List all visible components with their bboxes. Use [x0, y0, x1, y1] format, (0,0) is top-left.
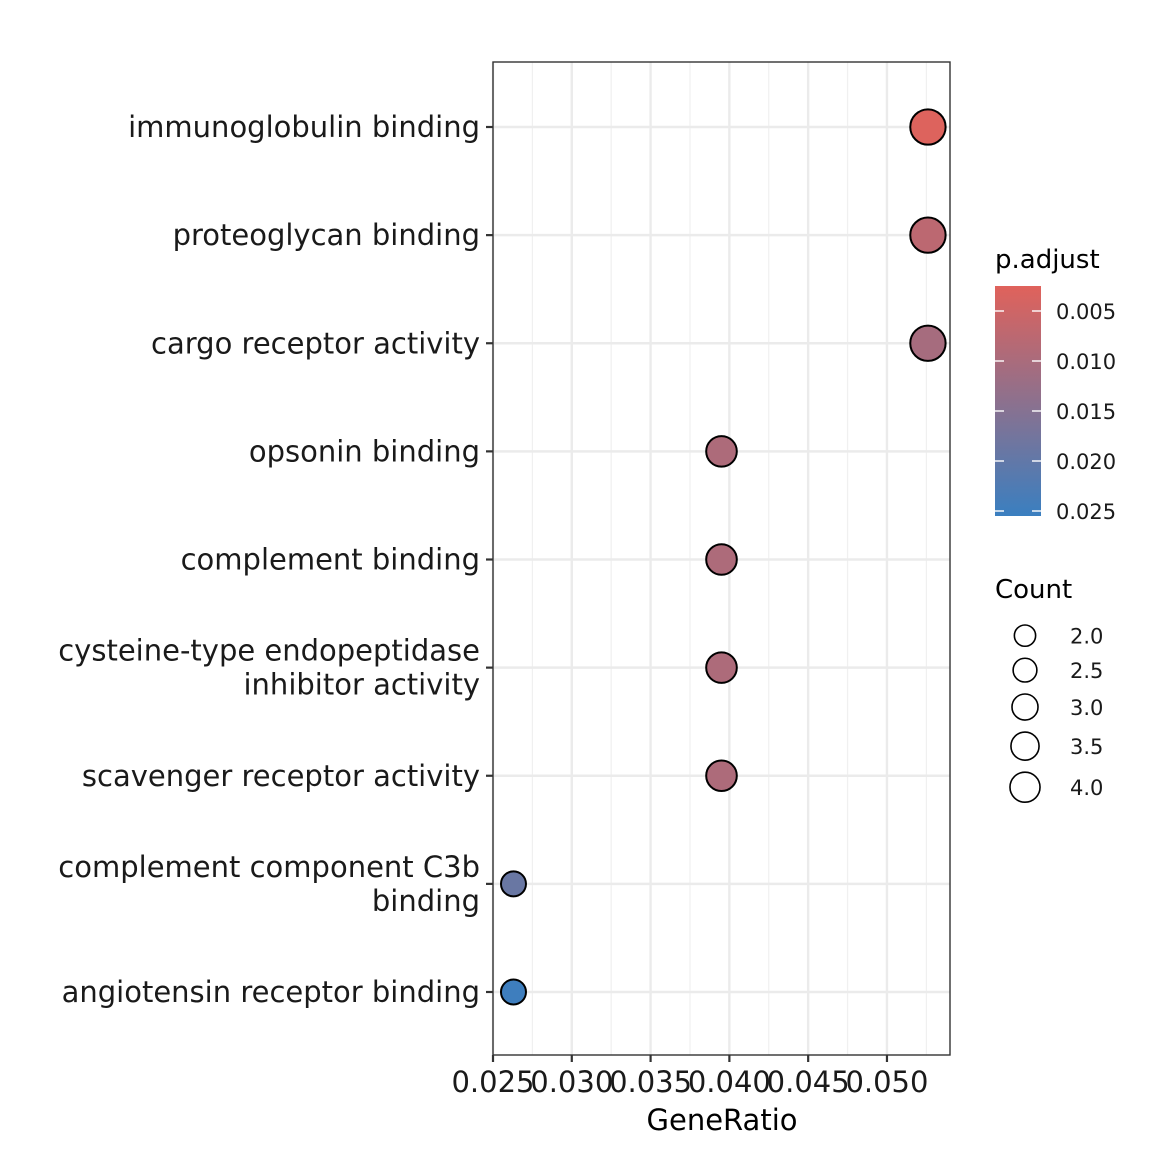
size-legend-label: 3.5 [1070, 735, 1103, 759]
data-point [705, 759, 738, 793]
color-legend: p.adjust 0.005 0.010 0.015 0.020 0.025 [995, 245, 1116, 524]
x-tick-label: 0.040 [688, 1065, 771, 1099]
color-legend-title: p.adjust [995, 245, 1100, 275]
size-legend: Count 2.0 2.5 3.0 3.5 4.0 [995, 575, 1103, 803]
y-axis: immunoglobulin binding proteoglycan bindi… [58, 110, 493, 1009]
y-tick-label: cysteine-type endopeptidase inhibitor act… [58, 634, 480, 702]
size-legend-key [1013, 624, 1037, 648]
size-legend-label: 2.5 [1070, 659, 1103, 683]
y-tick-label: scavenger receptor activity [82, 759, 480, 793]
data-point [909, 216, 947, 254]
data-point [705, 435, 738, 468]
data-point [705, 543, 738, 576]
data-point [705, 651, 738, 684]
x-tick-label: 0.045 [767, 1065, 850, 1099]
y-tick-label: complement binding [181, 543, 480, 577]
size-legend-label: 4.0 [1070, 776, 1103, 800]
data-point [499, 870, 527, 898]
y-tick-label: angiotensin receptor binding [62, 975, 480, 1009]
y-tick-label: opsonin binding [249, 434, 480, 468]
x-tick-label: 0.025 [451, 1065, 534, 1099]
size-legend-key [1009, 771, 1041, 803]
color-legend-label: 0.015 [1056, 400, 1116, 424]
data-points [499, 108, 947, 1006]
data-point [909, 108, 947, 146]
color-legend-label: 0.025 [1056, 500, 1116, 524]
color-legend-label: 0.020 [1056, 450, 1116, 474]
color-legend-label: 0.010 [1056, 350, 1116, 374]
size-legend-label: 2.0 [1070, 625, 1103, 649]
y-tick-label: proteoglycan binding [173, 218, 480, 252]
size-legend-key [1010, 731, 1040, 761]
data-point [499, 978, 527, 1006]
y-tick-label: cargo receptor activity [151, 326, 480, 360]
size-legend-key [1011, 693, 1039, 721]
x-tick-label: 0.050 [845, 1065, 928, 1099]
color-legend-bar [995, 286, 1041, 516]
data-point [909, 324, 947, 362]
size-legend-label: 3.0 [1070, 696, 1103, 720]
y-tick-label: complement component C3b binding [58, 850, 480, 918]
color-legend-label: 0.005 [1056, 300, 1116, 324]
x-tick-label: 0.035 [609, 1065, 692, 1099]
size-legend-title: Count [995, 575, 1072, 605]
size-legend-key [1012, 657, 1038, 683]
y-tick-label: immunoglobulin binding [128, 110, 480, 144]
x-axis-title: GeneRatio [647, 1103, 798, 1137]
x-tick-label: 0.030 [530, 1065, 613, 1099]
